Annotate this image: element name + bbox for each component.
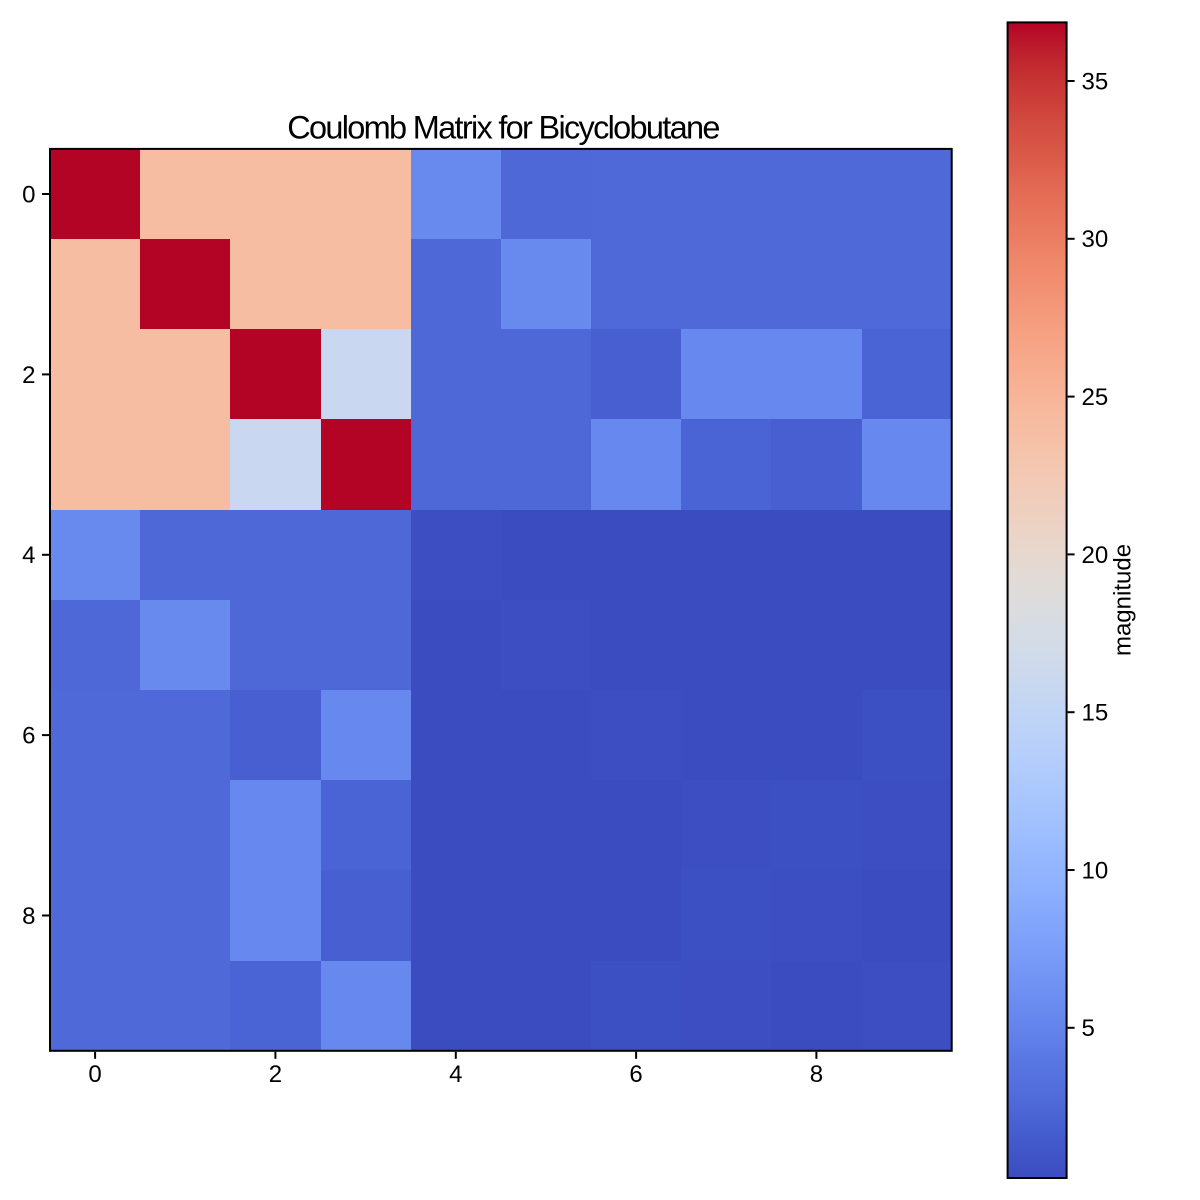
svg-text:25: 25 xyxy=(1082,384,1109,411)
svg-text:8: 8 xyxy=(810,1061,823,1088)
svg-text:5: 5 xyxy=(1082,1015,1095,1042)
svg-text:6: 6 xyxy=(629,1061,642,1088)
svg-text:8: 8 xyxy=(22,903,35,930)
svg-text:30: 30 xyxy=(1082,226,1109,253)
svg-text:2: 2 xyxy=(22,362,35,389)
svg-text:15: 15 xyxy=(1082,700,1109,727)
svg-text:4: 4 xyxy=(449,1061,462,1088)
svg-text:20: 20 xyxy=(1082,542,1109,569)
svg-text:10: 10 xyxy=(1082,857,1109,884)
svg-text:0: 0 xyxy=(22,181,35,208)
svg-text:2: 2 xyxy=(269,1061,282,1088)
svg-text:35: 35 xyxy=(1082,68,1109,95)
svg-text:0: 0 xyxy=(88,1061,101,1088)
svg-text:4: 4 xyxy=(22,542,35,569)
svg-text:magnitude: magnitude xyxy=(1110,544,1137,656)
svg-text:6: 6 xyxy=(22,723,35,750)
svg-text:Coulomb Matrix for Bicyclobuta: Coulomb Matrix for Bicyclobutane xyxy=(287,110,719,146)
